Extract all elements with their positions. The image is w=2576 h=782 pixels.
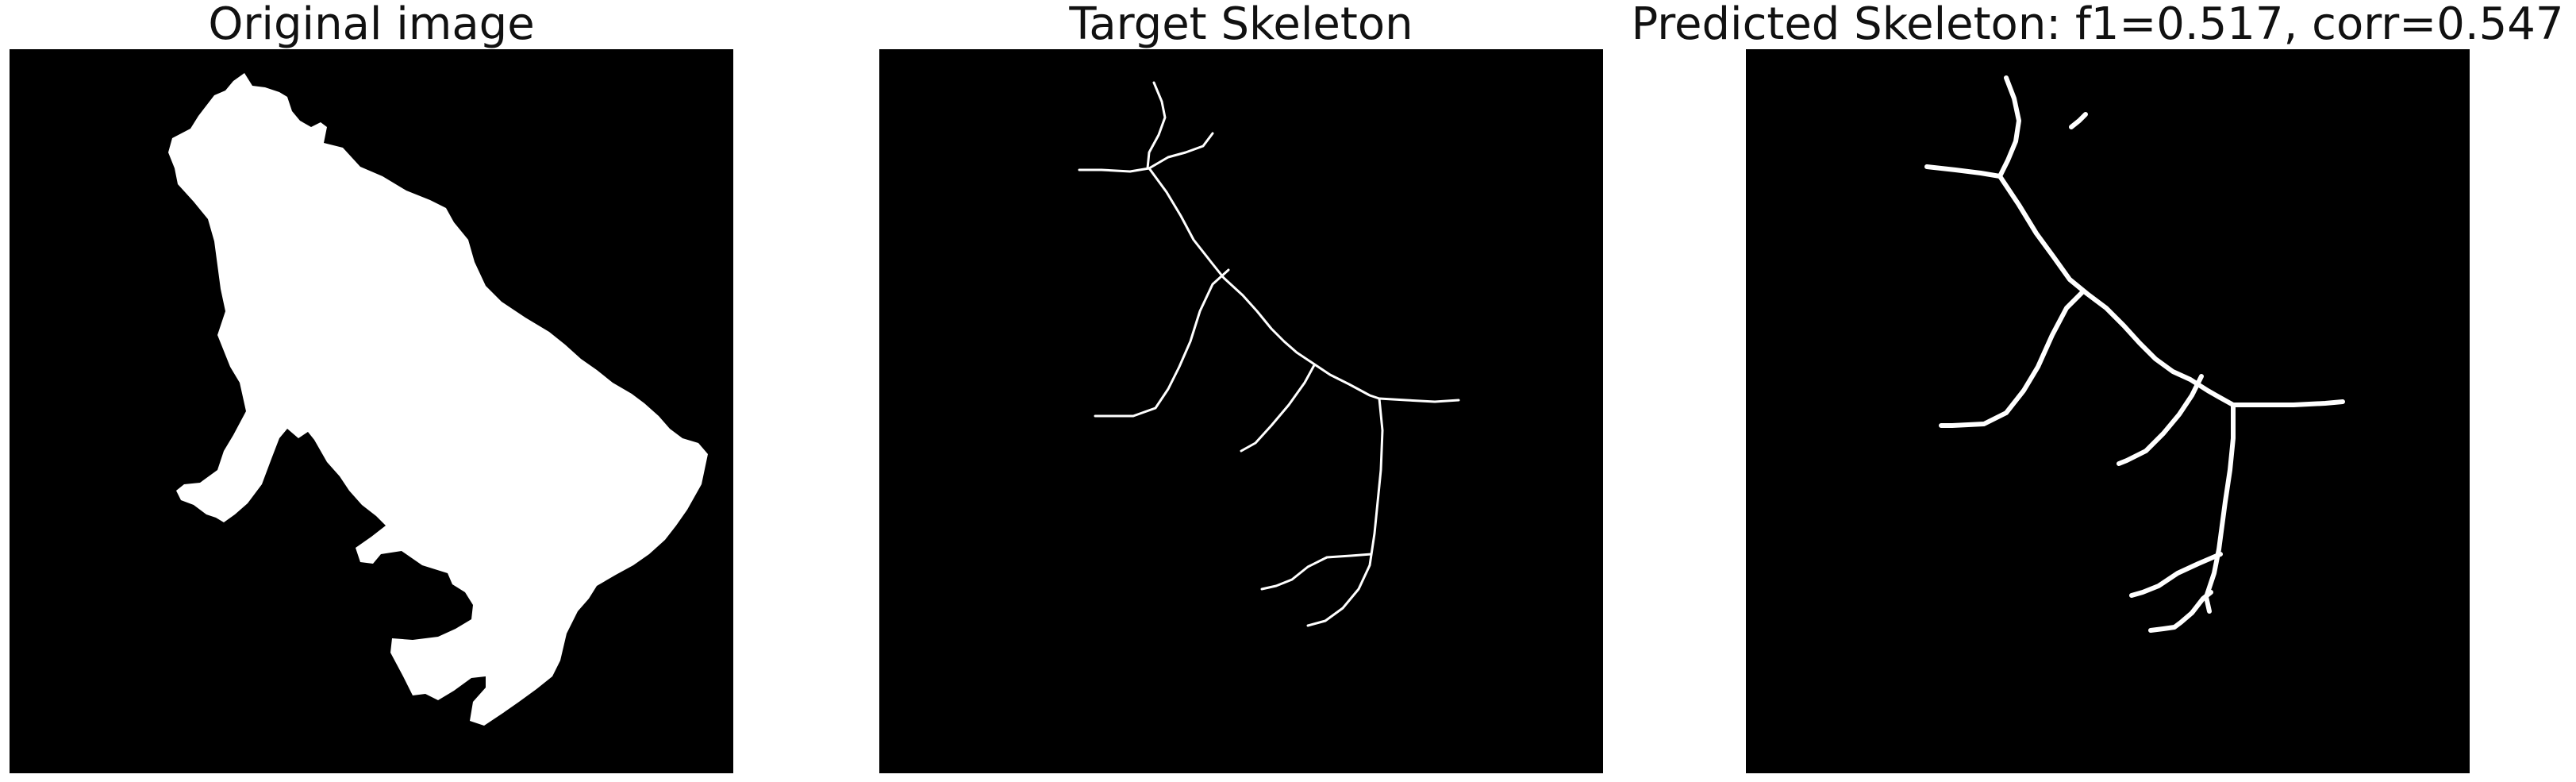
skeleton-branch-neck [1078, 167, 1151, 173]
pred-branch-spine [1997, 174, 2236, 407]
skeleton-branch-mid-leg [1240, 364, 1316, 453]
skeleton-branch-tail [1378, 397, 1460, 403]
panel-title-target: Target Skeleton [1069, 0, 1413, 50]
skeleton-thick-lines-image [1924, 75, 2345, 633]
panel-title-original: Original image [208, 0, 535, 50]
original-image-panel [10, 49, 733, 773]
target-skeleton-panel [879, 49, 1603, 773]
pred-branch-head [1997, 75, 2021, 179]
pred-fragment-ear [2069, 112, 2088, 129]
pred-branch-mid-leg [2117, 374, 2204, 466]
skeleton-branch-ear [1148, 132, 1214, 170]
pred-branch-front-leg [1939, 290, 2085, 428]
skeleton-thin-lines-image [1078, 81, 1460, 627]
pred-branch-neck [1924, 164, 2002, 179]
pred-branch-hind-foot [2129, 552, 2223, 598]
pred-branch-toe-stub [2204, 595, 2212, 614]
skeleton-branch-spine [1148, 167, 1381, 400]
skeleton-branch-hind-foot [1260, 553, 1373, 591]
skeleton-branch-front-leg [1094, 268, 1230, 418]
predicted-skeleton-panel [1746, 49, 2470, 773]
panel-title-predicted: Predicted Skeleton: f1=0.517, corr=0.547 [1631, 0, 2564, 50]
skeleton-branch-head [1146, 81, 1167, 170]
pred-branch-hind-toes [2148, 590, 2213, 633]
animal-silhouette [168, 73, 708, 726]
skeleton-branch-hind-leg [1306, 397, 1384, 627]
pred-branch-hind-leg [2204, 403, 2236, 599]
silhouette-mask-image [168, 73, 708, 726]
pred-branch-tail [2231, 399, 2345, 407]
